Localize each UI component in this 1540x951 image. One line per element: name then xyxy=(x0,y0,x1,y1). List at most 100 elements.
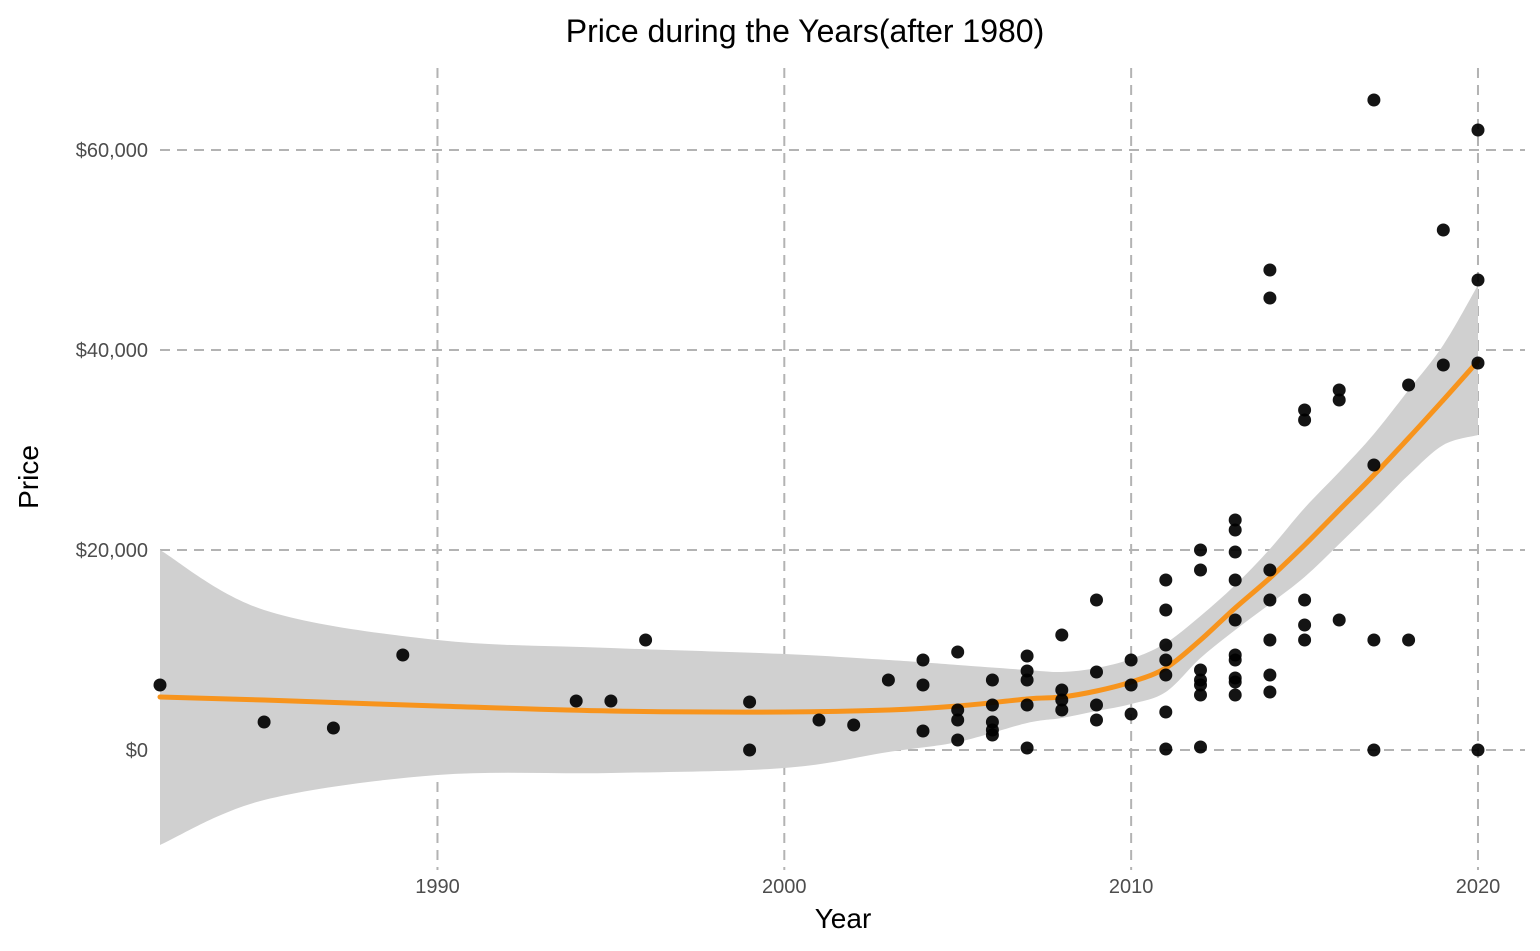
data-point xyxy=(1228,545,1242,559)
y-tick-label: $40,000 xyxy=(76,340,148,362)
data-point xyxy=(951,733,965,747)
data-point xyxy=(916,678,930,692)
y-tick-label: $60,000 xyxy=(76,140,148,162)
chart-title: Price during the Years(after 1980) xyxy=(566,13,1045,49)
data-point xyxy=(1332,613,1346,627)
data-point xyxy=(1471,123,1485,137)
data-point xyxy=(569,694,583,708)
data-point xyxy=(1228,613,1242,627)
data-point xyxy=(1159,638,1173,652)
data-point xyxy=(1194,678,1207,692)
confidence-band-layer xyxy=(160,285,1478,845)
x-tick-label: 1990 xyxy=(415,876,460,898)
data-point xyxy=(1090,698,1103,712)
data-point xyxy=(1471,356,1485,370)
data-point xyxy=(1159,668,1173,682)
data-point xyxy=(1471,273,1485,287)
data-point xyxy=(1298,403,1312,417)
y-tick-label: $0 xyxy=(126,740,148,762)
data-point xyxy=(1332,393,1346,407)
x-tick-label: 2000 xyxy=(762,876,807,898)
data-point xyxy=(1367,93,1381,107)
data-point xyxy=(1090,713,1103,727)
data-point xyxy=(1194,563,1207,577)
data-point xyxy=(604,694,618,708)
data-point xyxy=(1228,675,1242,689)
data-point xyxy=(812,713,826,727)
data-point xyxy=(326,721,340,735)
data-point xyxy=(1228,513,1242,527)
smooth-line-layer xyxy=(157,358,1481,715)
data-point xyxy=(1159,573,1173,587)
tick-labels-layer: 1990 2000 2010 2020 $0 $20,000 $40,000 $60,000 xyxy=(76,140,1501,898)
data-point xyxy=(257,715,271,729)
data-point xyxy=(1194,688,1207,702)
data-point xyxy=(1367,743,1381,757)
data-point xyxy=(1194,543,1207,557)
data-point xyxy=(1298,413,1312,427)
data-point xyxy=(396,648,410,662)
data-point xyxy=(951,703,965,717)
data-point xyxy=(1263,668,1277,682)
y-tick-label: $20,000 xyxy=(76,540,148,562)
data-point xyxy=(1159,653,1173,667)
data-point xyxy=(1298,593,1312,607)
data-point xyxy=(985,698,999,712)
data-point xyxy=(1124,653,1138,667)
data-point xyxy=(1228,653,1242,667)
data-point xyxy=(916,653,930,667)
data-point xyxy=(916,724,930,738)
data-point xyxy=(1367,458,1381,472)
x-tick-label: 2020 xyxy=(1456,876,1501,898)
data-point xyxy=(985,673,999,687)
points-layer xyxy=(153,93,1485,757)
data-point xyxy=(1263,685,1277,699)
data-point xyxy=(1020,698,1034,712)
data-point xyxy=(847,718,861,732)
data-point xyxy=(1020,741,1034,755)
data-point xyxy=(951,713,965,727)
data-point xyxy=(1020,649,1034,663)
data-point xyxy=(1090,665,1103,679)
data-point xyxy=(639,633,653,647)
data-point xyxy=(951,645,965,659)
data-point xyxy=(1159,742,1173,756)
data-point xyxy=(1263,291,1277,305)
x-tick-label: 2010 xyxy=(1109,876,1154,898)
data-point xyxy=(1020,673,1034,687)
data-point xyxy=(1332,383,1346,397)
data-point xyxy=(1402,633,1416,647)
data-point xyxy=(1263,633,1277,647)
data-point xyxy=(881,673,895,687)
data-point xyxy=(985,728,999,742)
data-point xyxy=(1124,678,1138,692)
data-point xyxy=(1367,633,1381,647)
data-point xyxy=(1471,743,1485,757)
data-point xyxy=(1228,688,1242,702)
data-point xyxy=(1402,378,1416,392)
data-point xyxy=(1159,705,1173,719)
data-point xyxy=(1055,703,1069,717)
data-point xyxy=(1263,563,1277,577)
data-point xyxy=(743,743,757,757)
data-point xyxy=(743,695,757,709)
data-point xyxy=(1090,593,1103,607)
x-axis-title: Year xyxy=(815,903,872,934)
data-point xyxy=(1228,523,1242,537)
data-point xyxy=(1298,633,1312,647)
data-point xyxy=(1124,707,1138,721)
data-point xyxy=(1228,573,1242,587)
data-point xyxy=(1194,663,1207,677)
data-point xyxy=(1436,223,1450,237)
data-point xyxy=(153,678,167,692)
smooth-trend-line xyxy=(157,358,1481,715)
data-point xyxy=(1298,618,1312,632)
data-point xyxy=(1436,358,1450,372)
y-axis-title: Price xyxy=(13,445,44,509)
data-point xyxy=(1020,664,1034,678)
data-point xyxy=(1159,603,1173,617)
data-point xyxy=(1263,263,1277,277)
data-point xyxy=(1055,683,1069,697)
data-point xyxy=(1194,740,1207,754)
